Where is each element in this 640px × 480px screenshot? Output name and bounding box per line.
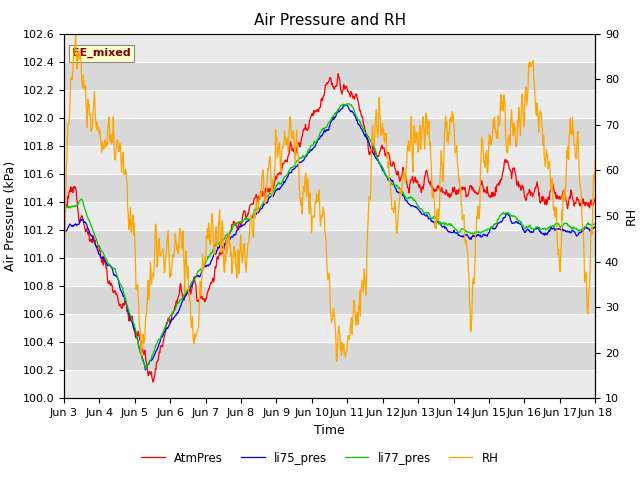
X-axis label: Time: Time — [314, 424, 345, 437]
Bar — [64, 174, 595, 202]
Bar — [64, 258, 595, 286]
Bar — [64, 342, 595, 371]
Bar — [64, 286, 595, 314]
Bar — [64, 61, 595, 90]
Bar — [64, 230, 595, 258]
Bar — [64, 146, 595, 174]
Bar — [64, 90, 595, 118]
Text: EE_mixed: EE_mixed — [72, 48, 131, 59]
Y-axis label: Air Pressure (kPa): Air Pressure (kPa) — [4, 161, 17, 271]
Y-axis label: RH: RH — [625, 207, 637, 225]
Bar — [64, 371, 595, 398]
Bar — [64, 118, 595, 146]
Bar — [64, 34, 595, 61]
Legend: AtmPres, li75_pres, li77_pres, RH: AtmPres, li75_pres, li77_pres, RH — [136, 447, 504, 469]
Bar — [64, 202, 595, 230]
Title: Air Pressure and RH: Air Pressure and RH — [253, 13, 406, 28]
Bar — [64, 314, 595, 342]
